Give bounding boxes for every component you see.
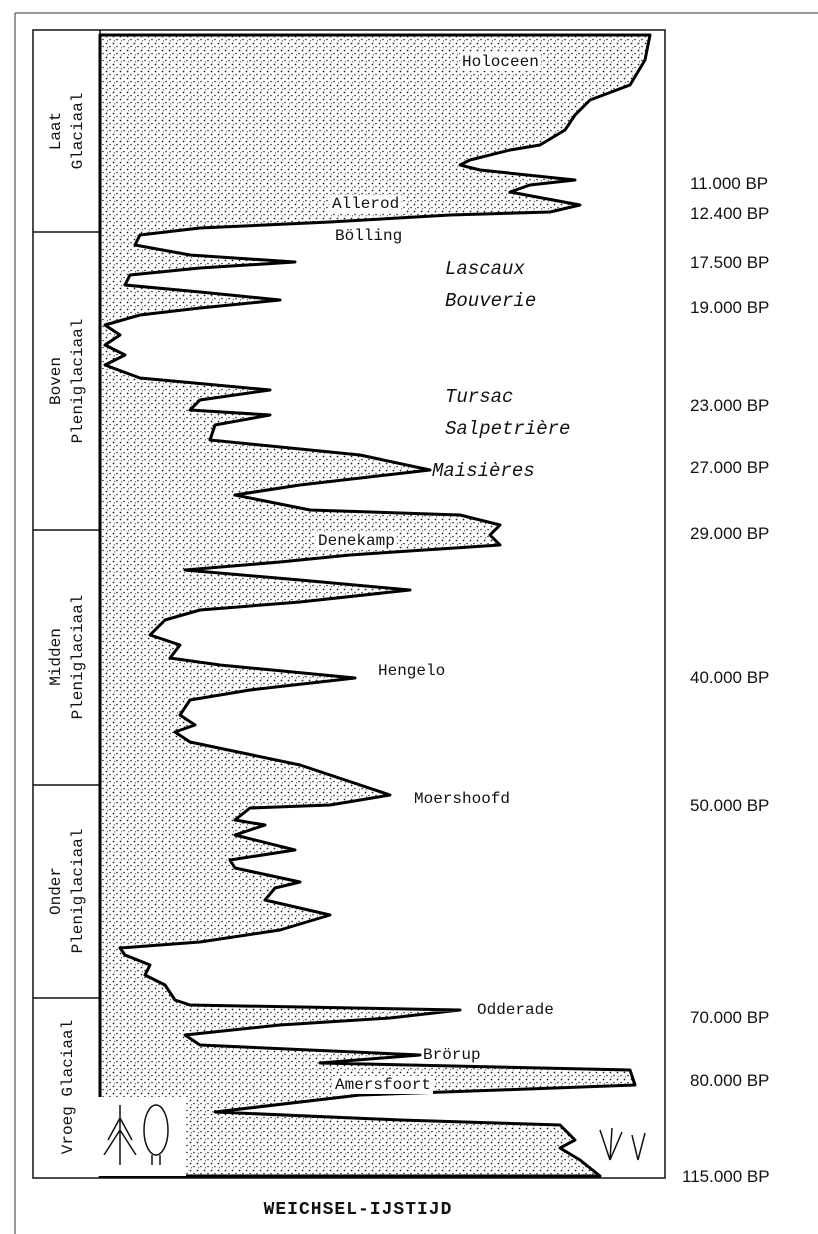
stage-label: Moershoofd [414,790,510,808]
caption: WEICHSEL-IJSTIJD [264,1200,453,1220]
date-label: 80.000 BP [690,1071,769,1090]
period-line: Glaciaal [69,93,87,170]
stage-label: Holoceen [462,53,539,71]
page: {"periods": [["Laat", "Glaciaal"], ["Bov… [0,0,818,1234]
period-line: Onder [47,867,65,915]
date-label: 40.000 BP [690,668,769,687]
date-label: 29.000 BP [690,524,769,543]
period-line: Boven [47,357,65,405]
date-label: 70.000 BP [690,1008,769,1027]
period-column [33,30,100,1178]
stage-label: Denekamp [318,532,395,550]
stage-label: Bölling [335,227,402,245]
period-label: Vroeg Glaciaal [59,1020,77,1154]
stage-label: Amersfoort [335,1076,431,1094]
stage-label: Allerod [332,195,399,213]
culture-label: Lascaux [445,258,525,280]
culture-label: Maisières [432,460,535,482]
period-line: Pleniglaciaal [69,319,87,444]
date-label: 23.000 BP [690,396,769,415]
stage-label: Brörup [423,1046,481,1064]
date-labels: 11.000 BP 12.400 BP 17.500 BP 19.000 BP … [682,174,770,1186]
diagram: LaatGlaciaal BovenPleniglaciaal MiddenPl… [0,0,818,1234]
stage-label: Hengelo [378,662,445,680]
date-label: 17.500 BP [690,253,769,272]
date-label: 12.400 BP [690,204,769,223]
culture-label: Bouverie [445,290,536,312]
stage-label: Odderade [477,1001,554,1019]
period-line: Pleniglaciaal [69,595,87,720]
period-line: Pleniglaciaal [69,829,87,954]
date-label: 50.000 BP [690,796,769,815]
culture-label: Salpetrière [445,418,570,440]
date-label: 11.000 BP [690,174,768,193]
date-label: 19.000 BP [690,298,769,317]
date-label: 115.000 BP [682,1167,770,1186]
culture-label: Tursac [445,386,513,408]
period-line: Vroeg Glaciaal [59,1020,77,1154]
period-line: Laat [47,112,65,150]
period-line: Midden [47,628,65,686]
date-label: 27.000 BP [690,458,769,477]
